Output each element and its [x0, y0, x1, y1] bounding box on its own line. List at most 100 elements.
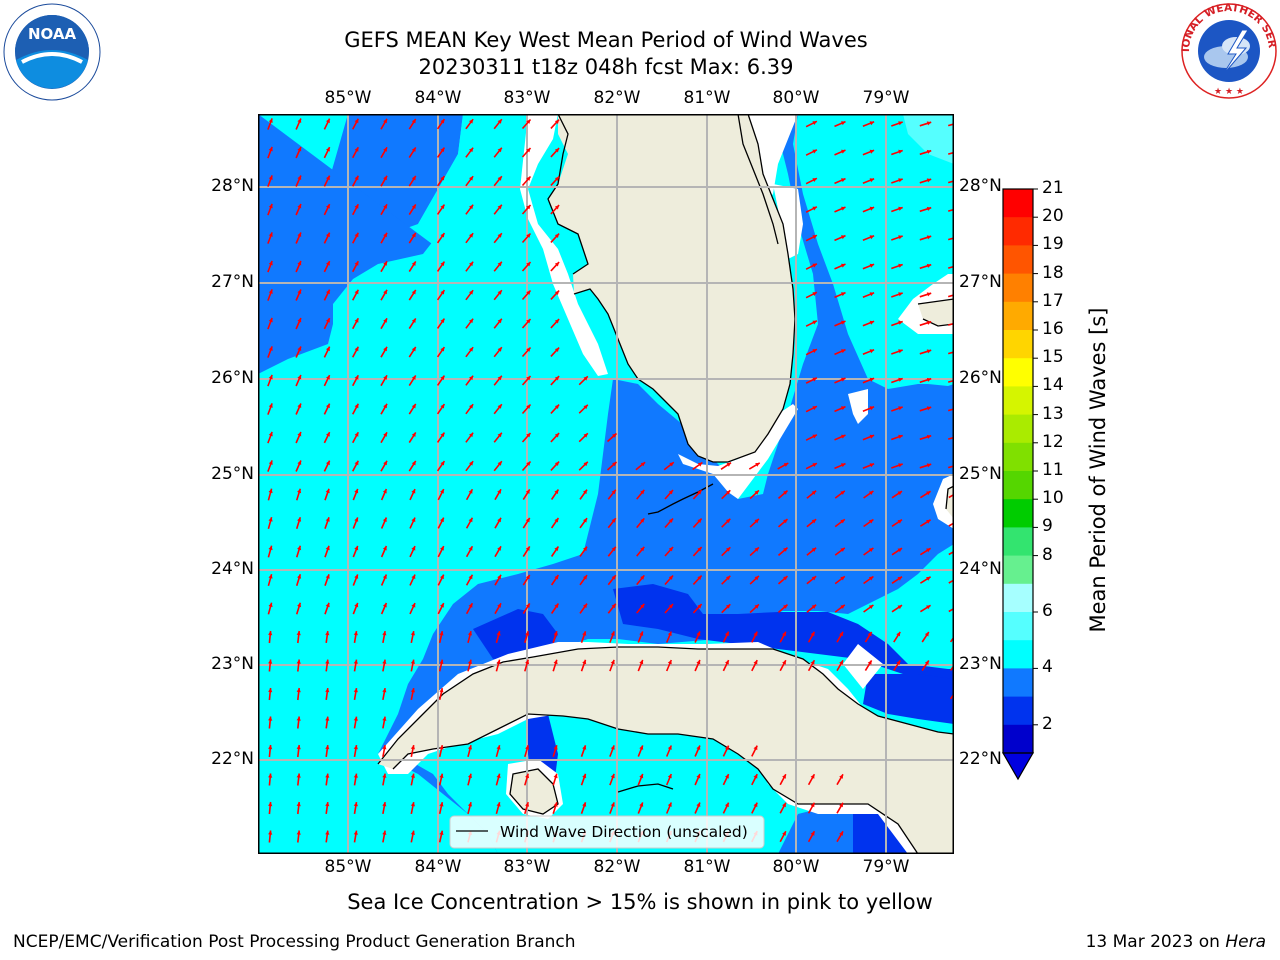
wave-direction-arrow	[947, 436, 954, 440]
wave-direction-arrowhead	[924, 632, 929, 637]
wave-direction-arrowhead	[582, 631, 587, 636]
wave-direction-arrowhead	[440, 176, 445, 181]
wave-direction-arrowhead	[497, 147, 502, 153]
wave-direction-arrowhead	[753, 802, 758, 808]
lat-label-left: 22°N	[211, 749, 254, 769]
wave-direction-arrowhead	[926, 377, 932, 382]
wave-direction-arrowhead	[268, 146, 273, 152]
wave-direction-arrowhead	[812, 121, 817, 125]
wave-direction-arrowhead	[640, 489, 645, 495]
wave-direction-arrowhead	[868, 491, 874, 495]
wave-direction-arrowhead	[898, 263, 903, 268]
colorbar-segment	[1003, 696, 1033, 726]
wave-direction-arrowhead	[297, 488, 302, 494]
wave-direction-arrowhead	[782, 774, 786, 779]
wave-direction-arrowhead	[583, 433, 588, 438]
lon-label-bottom: 80°W	[772, 857, 820, 877]
wave-direction-arrowhead	[410, 688, 415, 693]
wave-direction-arrowhead	[783, 547, 788, 552]
wave-direction-arrowhead	[468, 517, 473, 523]
lon-label-top: 85°W	[324, 88, 372, 108]
wave-direction-arrowhead	[725, 745, 729, 751]
wave-direction-arrowhead	[383, 261, 387, 266]
wave-direction-arrowhead	[898, 292, 903, 297]
wave-direction-arrowhead	[496, 659, 501, 665]
wave-direction-arrowhead	[811, 519, 817, 524]
wave-direction-arrowhead	[469, 318, 474, 324]
grand-bahama-land	[918, 299, 954, 326]
wave-direction-arrowhead	[526, 262, 531, 267]
wave-direction-arrowhead	[839, 660, 843, 665]
wave-direction-arrowhead	[440, 347, 445, 352]
wave-direction-arrowhead	[812, 434, 817, 439]
wave-direction-arrowhead	[554, 347, 560, 352]
wave-direction-arrowhead	[469, 176, 474, 181]
wave-direction-arrowhead	[326, 432, 330, 437]
colorbar-tick-label: 16	[1042, 319, 1064, 339]
wave-direction-arrowhead	[353, 745, 358, 750]
wave-direction-arrowhead	[667, 802, 672, 807]
wave-direction-arrowhead	[268, 488, 273, 494]
colorbar-title: Mean Period of Wind Waves [s]	[1086, 307, 1110, 633]
wave-direction-arrowhead	[382, 603, 387, 608]
wave-direction-arrow	[947, 294, 954, 298]
wave-direction-arrowhead	[697, 604, 702, 609]
wave-direction-arrowhead	[667, 774, 672, 779]
wave-direction-arrowhead	[841, 235, 846, 240]
wave-direction-arrowhead	[382, 745, 387, 750]
wave-direction-arrowhead	[868, 605, 874, 609]
wave-direction-arrowhead	[296, 688, 301, 693]
wave-direction-arrowhead	[440, 489, 444, 494]
wave-direction-arrowhead	[354, 517, 359, 522]
wave-direction-arrowhead	[754, 547, 759, 552]
wave-direction-arrow	[948, 579, 954, 584]
wave-direction-arrowhead	[926, 605, 931, 610]
lon-label-top: 84°W	[414, 88, 462, 108]
lon-label-top: 79°W	[862, 88, 910, 108]
wave-direction-arrowhead	[467, 773, 472, 778]
wave-direction-arrowhead	[810, 802, 815, 808]
wave-direction-arrowhead	[325, 802, 330, 807]
wave-direction-arrowhead	[268, 317, 273, 323]
wave-direction-arrowhead	[782, 660, 786, 665]
wave-direction-arrowhead	[439, 802, 444, 807]
wave-direction-arrowhead	[926, 349, 932, 354]
wave-direction-arrowhead	[812, 178, 817, 182]
wave-direction-arrowhead	[525, 773, 530, 779]
nws-logo: NATIONAL WEATHER SERVICE ★ ★ ★	[1180, 2, 1278, 99]
wave-direction-arrowhead	[383, 204, 387, 209]
wave-direction-arrowhead	[469, 404, 474, 409]
wave-direction-arrowhead	[583, 546, 587, 552]
wave-direction-arrowhead	[325, 830, 330, 835]
wave-direction-arrowhead	[667, 631, 672, 636]
wave-direction-arrowhead	[812, 320, 817, 325]
wave-direction-arrowhead	[639, 802, 644, 807]
wave-direction-arrowhead	[468, 546, 473, 551]
wave-direction-arrowhead	[469, 147, 474, 153]
wave-direction-arrowhead	[583, 575, 587, 580]
wave-direction-arrowhead	[326, 318, 330, 323]
wave-direction-arrowhead	[753, 631, 758, 637]
wave-direction-arrowhead	[696, 774, 701, 779]
wave-direction-arrowhead	[354, 175, 359, 181]
wave-direction-arrowhead	[640, 603, 645, 609]
wave-direction-arrowhead	[297, 574, 302, 579]
wave-period-map: Wind Wave Direction (unscaled)	[258, 114, 954, 854]
map-border	[258, 114, 954, 854]
wave-direction-arrow	[947, 237, 954, 241]
colorbar	[1001, 188, 1038, 781]
colorbar-tick-label: 2	[1042, 713, 1053, 734]
wave-direction-arrowhead	[582, 773, 587, 779]
wave-direction-arrow	[948, 522, 954, 527]
wave-direction-arrowhead	[325, 488, 330, 494]
wave-direction-arrowhead	[841, 263, 846, 268]
wave-direction-arrowhead	[697, 490, 702, 495]
wave-direction-arrowhead	[297, 432, 302, 437]
wave-direction-arrowhead	[610, 659, 615, 665]
wave-direction-arrowhead	[497, 233, 502, 238]
wave-direction-arrowhead	[411, 546, 416, 551]
colorbar-tick-label: 20	[1042, 206, 1064, 227]
wave-direction-arrowhead	[354, 318, 359, 323]
wave-direction-arrowhead	[898, 149, 903, 154]
wave-direction-arrowhead	[296, 716, 301, 721]
